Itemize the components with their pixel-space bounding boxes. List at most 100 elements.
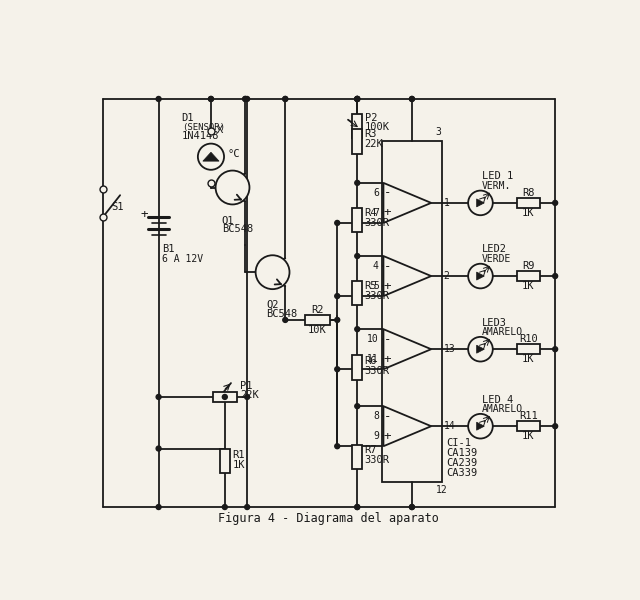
Circle shape <box>335 293 340 299</box>
Text: 10K: 10K <box>308 325 326 335</box>
Circle shape <box>335 317 340 322</box>
Circle shape <box>410 505 414 509</box>
Text: 1K: 1K <box>522 431 534 441</box>
Circle shape <box>243 97 248 101</box>
Polygon shape <box>383 256 431 296</box>
Text: LED2: LED2 <box>482 244 507 254</box>
Text: 8: 8 <box>373 411 379 421</box>
Polygon shape <box>383 183 431 223</box>
Text: +: + <box>383 206 391 220</box>
Text: 22K: 22K <box>240 389 259 400</box>
Circle shape <box>156 394 161 400</box>
Circle shape <box>255 255 289 289</box>
Text: 22K: 22K <box>364 139 383 149</box>
Text: 330R: 330R <box>364 291 389 301</box>
Polygon shape <box>477 422 484 430</box>
Polygon shape <box>383 406 431 446</box>
Text: Figura 4 - Diagrama del aparato: Figura 4 - Diagrama del aparato <box>218 512 438 525</box>
Text: +: + <box>383 430 391 443</box>
Text: +: + <box>141 208 148 221</box>
Circle shape <box>468 414 493 439</box>
Circle shape <box>283 97 288 101</box>
Text: 1: 1 <box>444 198 449 208</box>
Circle shape <box>283 97 288 101</box>
Text: 7: 7 <box>373 208 379 218</box>
Bar <box>382 141 442 482</box>
Circle shape <box>355 505 360 509</box>
Text: AMARELO: AMARELO <box>482 327 523 337</box>
Text: Q2: Q2 <box>266 300 279 310</box>
Text: S1: S1 <box>111 202 124 212</box>
Circle shape <box>355 327 360 332</box>
Circle shape <box>198 143 224 170</box>
Circle shape <box>553 274 557 278</box>
Circle shape <box>156 97 161 101</box>
Text: VERDE: VERDE <box>482 254 511 264</box>
Bar <box>305 315 330 325</box>
Text: CA139: CA139 <box>447 448 478 458</box>
Circle shape <box>244 505 250 509</box>
Text: X: X <box>217 125 223 135</box>
Text: 14: 14 <box>444 421 455 431</box>
Circle shape <box>468 191 493 215</box>
Text: Y: Y <box>217 179 223 188</box>
Text: LED 4: LED 4 <box>482 395 513 404</box>
Circle shape <box>156 505 161 509</box>
Bar <box>352 129 362 154</box>
Text: 1K: 1K <box>232 460 245 470</box>
Text: R1: R1 <box>232 449 245 460</box>
Text: 11: 11 <box>367 354 379 364</box>
Text: R3: R3 <box>364 130 377 139</box>
Circle shape <box>222 505 227 509</box>
Text: BC548: BC548 <box>266 309 298 319</box>
Circle shape <box>335 367 340 371</box>
Text: 12: 12 <box>436 485 447 496</box>
Circle shape <box>244 97 250 101</box>
Circle shape <box>243 97 248 101</box>
Text: +: + <box>383 280 391 293</box>
Text: -: - <box>383 187 391 199</box>
Circle shape <box>283 317 288 322</box>
Circle shape <box>355 97 360 101</box>
Text: 330R: 330R <box>364 218 389 228</box>
Bar <box>516 271 540 281</box>
Text: -: - <box>383 332 391 346</box>
Text: 3: 3 <box>436 127 442 137</box>
Circle shape <box>410 97 414 101</box>
Text: BC548: BC548 <box>221 224 253 235</box>
Text: D1: D1 <box>182 113 194 123</box>
Text: Q1: Q1 <box>221 215 234 225</box>
Text: (SENSOR): (SENSOR) <box>182 123 225 132</box>
Text: 6: 6 <box>373 188 379 198</box>
Text: 9: 9 <box>373 431 379 441</box>
Text: P1: P1 <box>240 381 253 391</box>
Text: 1K: 1K <box>522 281 534 291</box>
Text: R2: R2 <box>311 305 323 315</box>
Bar <box>516 198 540 208</box>
Text: R7: R7 <box>364 445 377 455</box>
Text: CI-1: CI-1 <box>447 438 472 448</box>
Text: 2: 2 <box>444 271 449 281</box>
Circle shape <box>355 97 360 101</box>
Text: R11: R11 <box>519 411 538 421</box>
Bar <box>352 208 362 232</box>
Circle shape <box>156 446 161 451</box>
Polygon shape <box>477 345 484 353</box>
Circle shape <box>553 200 557 205</box>
Circle shape <box>335 444 340 449</box>
Text: 5: 5 <box>373 281 379 291</box>
Text: CA239: CA239 <box>447 458 478 468</box>
Text: 10: 10 <box>367 334 379 344</box>
Text: CA339: CA339 <box>447 468 478 478</box>
Text: 6 A 12V: 6 A 12V <box>162 254 203 264</box>
Bar <box>516 421 540 431</box>
Text: 1K: 1K <box>522 208 534 218</box>
Circle shape <box>355 254 360 259</box>
Text: LED3: LED3 <box>482 317 507 328</box>
Text: R9: R9 <box>522 261 534 271</box>
Polygon shape <box>477 272 484 280</box>
Bar <box>220 449 230 473</box>
Circle shape <box>335 220 340 226</box>
Circle shape <box>355 404 360 409</box>
Text: R5: R5 <box>364 281 377 291</box>
